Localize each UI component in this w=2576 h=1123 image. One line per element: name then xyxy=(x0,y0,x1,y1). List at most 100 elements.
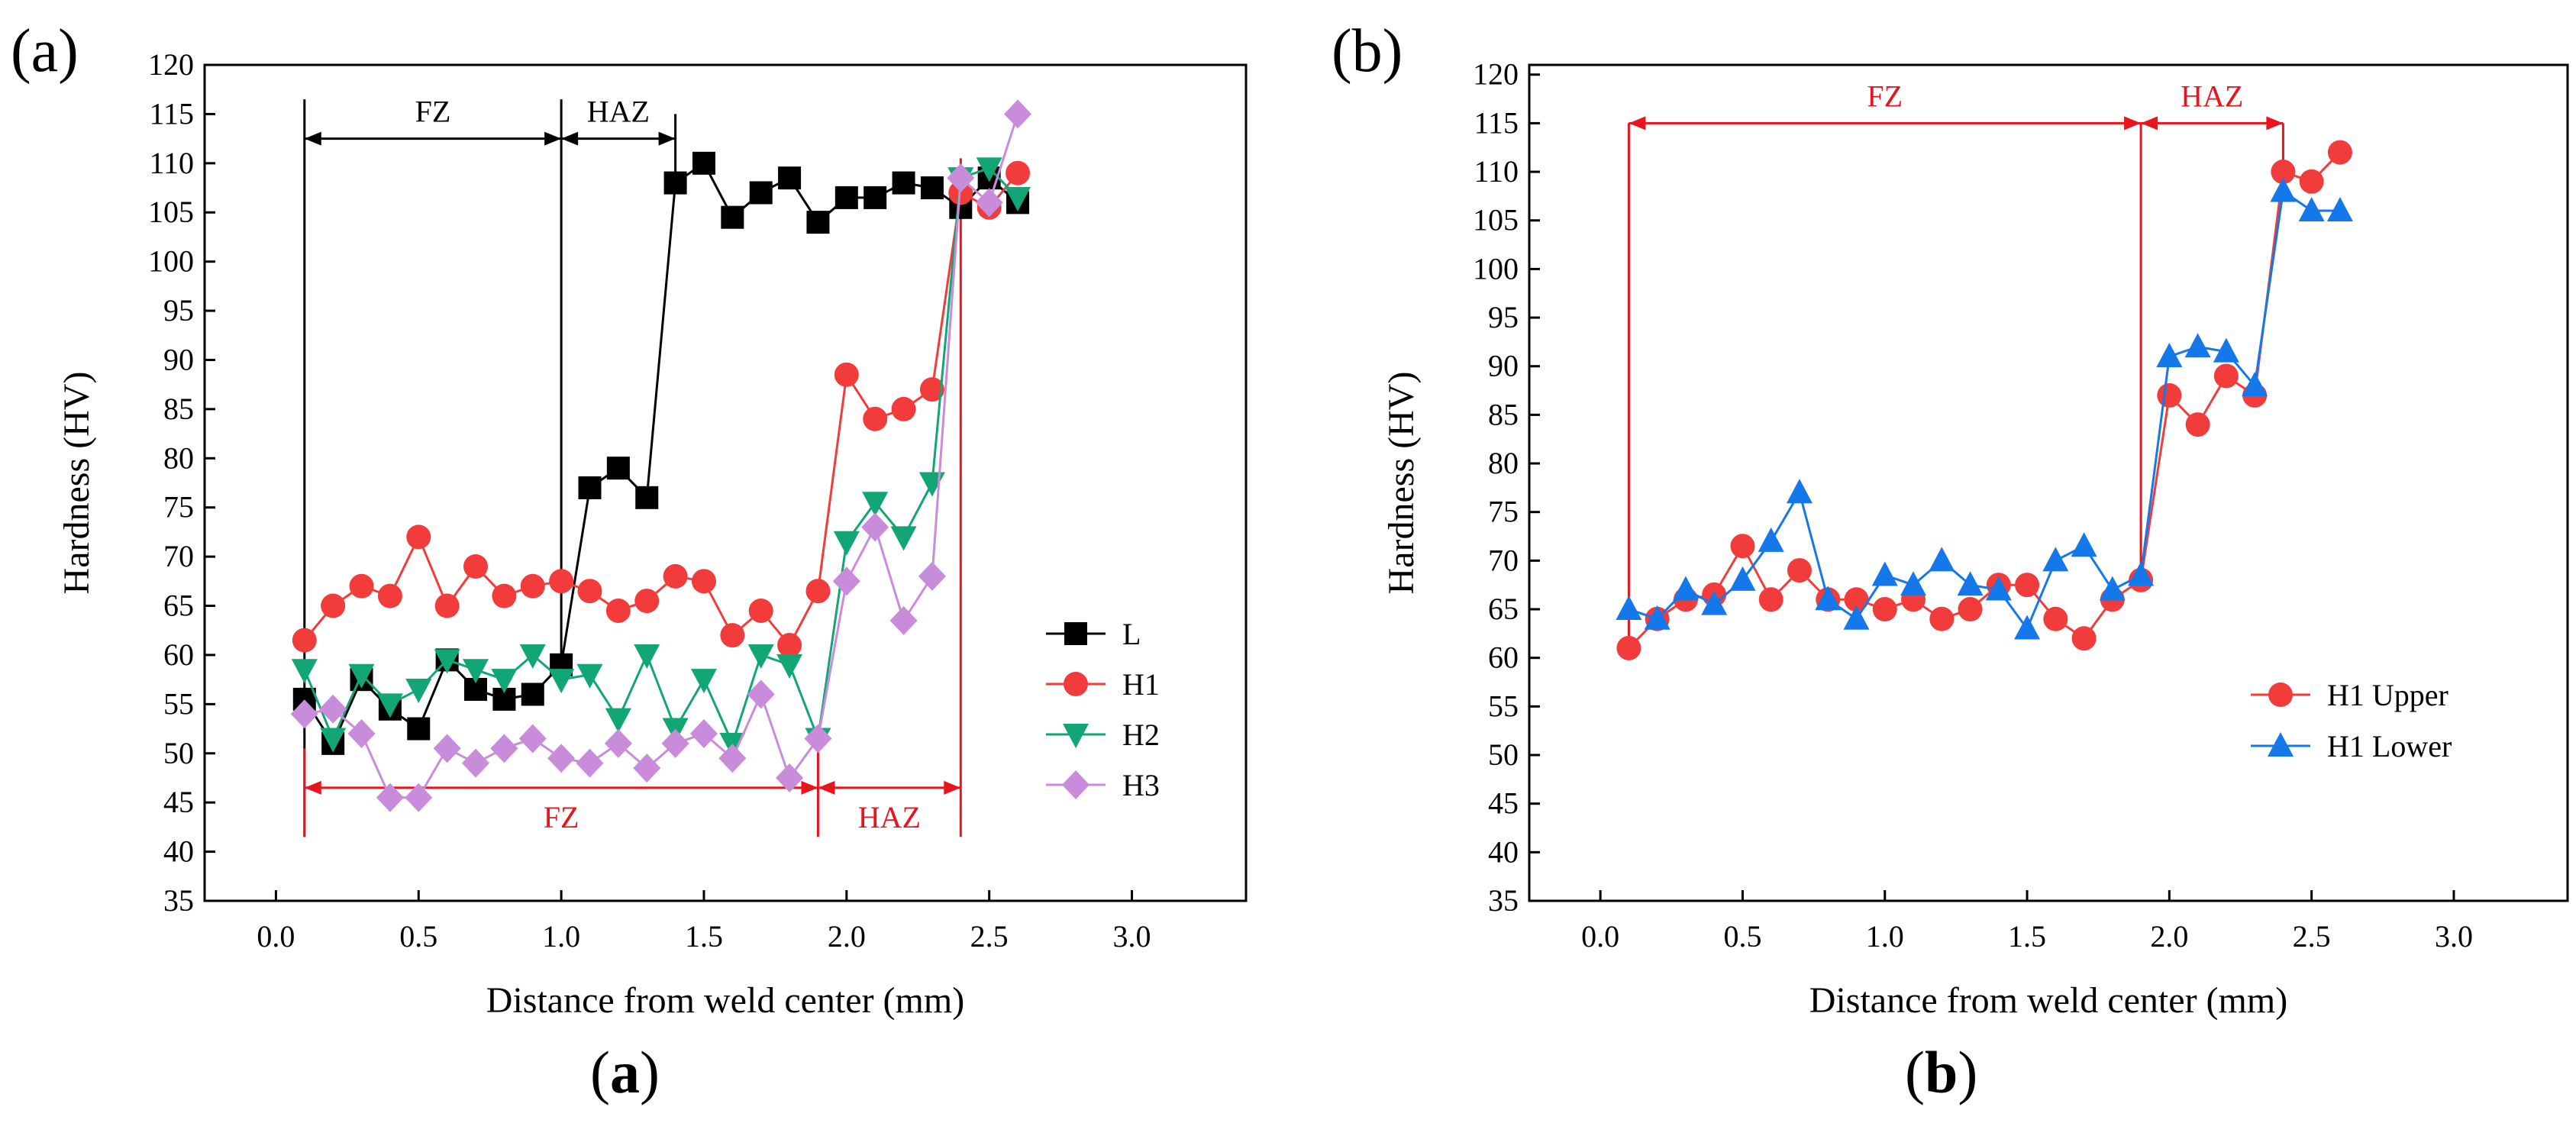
data-point-h2 xyxy=(918,472,945,497)
y-tick-label-a: 40 xyxy=(163,834,194,869)
data-point-h1 xyxy=(919,377,944,402)
data-point-h1 xyxy=(863,406,888,431)
y-tick-label-a: 95 xyxy=(163,293,194,328)
y-tick-label-a: 105 xyxy=(148,195,194,229)
y-tick-label-b: 110 xyxy=(1474,154,1519,189)
legend-label: H1 Upper xyxy=(2327,678,2448,712)
data-point-h1-lower xyxy=(2270,177,2297,202)
data-point-h3 xyxy=(1004,99,1032,129)
data-point-h1-upper xyxy=(2043,606,2068,631)
caption-b-text: (b) xyxy=(1905,1039,1978,1105)
annotation-arrowhead xyxy=(2266,116,2284,131)
data-point-h2 xyxy=(890,526,917,551)
data-point-h3 xyxy=(576,748,604,778)
y-tick-label-b: 55 xyxy=(1488,689,1519,723)
legend-label: H3 xyxy=(1122,768,1160,802)
y-tick-label-b: 35 xyxy=(1488,883,1519,918)
series-a-h1 xyxy=(292,160,1031,658)
data-point-h1-upper xyxy=(2299,169,2324,194)
y-tick-label-b: 120 xyxy=(1473,57,1519,92)
series-a-l xyxy=(292,151,1030,755)
data-point-h1-lower xyxy=(2298,196,2325,221)
data-point-h3 xyxy=(604,728,632,758)
data-point-l xyxy=(864,186,887,209)
annotation-arrowhead xyxy=(2124,116,2142,131)
legend-marker xyxy=(2268,683,2293,707)
annotation-label-fz: FZ xyxy=(415,95,451,129)
data-point-h3 xyxy=(776,763,804,792)
data-point-h1 xyxy=(720,623,745,648)
x-tick-label-a: 2.0 xyxy=(828,919,866,954)
data-point-h1-upper xyxy=(2015,573,2040,598)
plot-frame-b xyxy=(1528,63,2569,902)
caption-a: (a) xyxy=(590,1038,660,1107)
y-tick-label-a: 60 xyxy=(163,637,194,672)
data-point-h1-lower xyxy=(1985,576,2012,601)
y-tick-label-b: 65 xyxy=(1488,592,1519,626)
annotation-arrowhead xyxy=(2141,116,2158,131)
data-point-h2 xyxy=(576,663,603,689)
y-tick-label-b: 85 xyxy=(1488,397,1519,431)
panel-tag-b: (b) xyxy=(1332,18,1403,85)
x-tick-label-a: 1.5 xyxy=(685,919,723,954)
data-point-h1-lower xyxy=(2071,532,2097,557)
data-point-h3 xyxy=(804,724,832,754)
legend-marker xyxy=(1063,724,1089,748)
data-point-h1-lower xyxy=(1672,576,1699,601)
data-point-h1-lower xyxy=(2128,561,2155,586)
annotation-arrowhead xyxy=(1629,116,1646,131)
data-point-h1-lower xyxy=(2014,615,2041,640)
series-b-h1-upper xyxy=(1616,140,2352,660)
data-point-h3 xyxy=(633,754,661,783)
data-point-h2 xyxy=(605,708,631,733)
y-tick-label-a: 120 xyxy=(148,47,194,82)
y-tick-label-a: 55 xyxy=(163,686,194,721)
data-point-h1-upper xyxy=(1844,587,1869,612)
data-point-l xyxy=(749,181,773,205)
x-tick-label-b: 1.5 xyxy=(2008,919,2046,954)
legend-label: H2 xyxy=(1122,718,1160,752)
data-point-h2 xyxy=(491,669,518,694)
data-point-h1-upper xyxy=(2271,160,2296,185)
data-point-l xyxy=(778,166,802,190)
data-point-h3 xyxy=(889,605,918,635)
data-point-h3 xyxy=(319,694,347,724)
legend-marker xyxy=(1064,672,1088,696)
data-point-h1-upper xyxy=(2327,140,2352,165)
legend-marker xyxy=(2268,732,2294,757)
series-line-h1-upper xyxy=(1628,151,2341,650)
data-point-h1-lower xyxy=(2099,576,2126,601)
data-point-h1-lower xyxy=(1871,561,1898,586)
data-point-h2 xyxy=(776,653,803,679)
x-tick-label-a: 1.0 xyxy=(542,919,580,954)
data-point-h1 xyxy=(605,598,631,623)
data-point-h1-upper xyxy=(1872,597,1897,622)
legend-label: H1 Lower xyxy=(2327,729,2452,763)
data-point-h2 xyxy=(976,157,1002,182)
data-point-h2 xyxy=(1005,186,1031,211)
data-point-h2 xyxy=(376,693,403,718)
data-point-h3 xyxy=(433,734,461,763)
series-line-l xyxy=(303,161,1019,747)
data-point-h1 xyxy=(549,569,574,594)
data-point-h1-lower xyxy=(1957,571,1984,596)
data-point-h3 xyxy=(747,679,775,709)
y-tick-label-b: 75 xyxy=(1488,495,1519,529)
annotation-label-haz: HAZ xyxy=(587,95,650,129)
data-point-h2 xyxy=(862,492,889,517)
annotation-arrowhead xyxy=(561,131,579,146)
data-point-l xyxy=(892,171,915,195)
data-point-h3 xyxy=(290,699,318,729)
data-point-h1 xyxy=(492,583,517,608)
data-point-h3 xyxy=(490,734,518,763)
caption-a-text: (a) xyxy=(590,1039,660,1105)
y-tick-label-b: 105 xyxy=(1473,203,1519,237)
data-point-h1-lower xyxy=(2156,342,2183,367)
data-point-h3 xyxy=(918,561,946,591)
data-point-h2 xyxy=(434,649,460,674)
y-tick-label-a: 45 xyxy=(163,785,194,819)
x-tick-label-b: 0.5 xyxy=(1723,919,1761,954)
data-point-h3 xyxy=(661,728,689,758)
data-point-h1-upper xyxy=(1730,534,1755,559)
